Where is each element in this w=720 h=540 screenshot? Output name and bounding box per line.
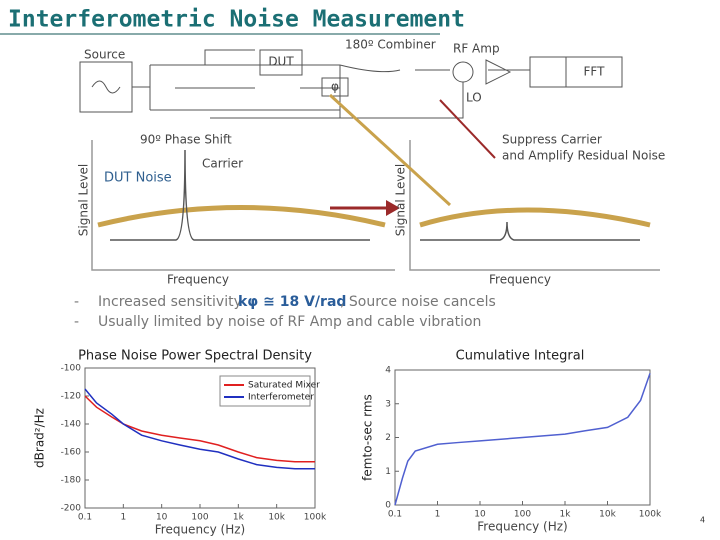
y-tick-label: 3 [385,399,391,409]
slide-title: Interferometric Noise Measurement [8,7,465,33]
x-axis-label: Frequency (Hz) [477,520,568,534]
series-line [84,395,315,463]
dut-label: DUT [268,55,294,69]
chart-title: Phase Noise Power Spectral Density [78,349,312,364]
note-line-2: and Amplify Residual Noise [502,149,665,163]
right-y-label: Signal Level [394,164,408,236]
legend-label: Interferometer [248,393,314,403]
x-tick-label: 100k [304,513,327,523]
red-pointer [439,99,496,159]
x-tick-label: 10 [156,513,168,523]
dut-noise-label: DUT Noise [104,171,172,186]
x-tick-label: 1 [120,513,126,523]
y-tick-label: -180 [61,476,82,486]
combiner-line [339,64,530,73]
series-line [394,373,651,506]
x-tick-label: 0.1 [388,510,402,520]
page-number: 4 [700,516,705,525]
y-tick-label: 0 [385,501,391,511]
chart-title: Cumulative Integral [456,349,585,364]
y-tick-label: -140 [61,420,82,430]
fft-label: FFT [584,65,606,79]
x-tick-label: 1k [233,513,245,523]
right-x-label: Frequency [489,273,551,287]
right-axes [409,140,660,271]
arrow-head [386,200,400,216]
x-tick-label: 10 [474,510,486,520]
x-tick-label: 1 [435,510,441,520]
left-noise-curve [97,205,386,228]
y-tick-label: -200 [61,504,82,514]
phase-shift-label: 90º Phase Shift [140,133,232,147]
x-tick-label: 100k [639,510,662,520]
suppressed-carrier [420,221,640,241]
y-tick-label: -120 [61,392,82,402]
lo-wiring [210,82,464,119]
left-axes [91,140,395,271]
dut-box [259,49,303,76]
x-tick-label: 1k [560,510,572,520]
spectra-sketch: Signal Level Frequency DUT Noise Carrier… [77,93,665,287]
series-line [84,388,315,470]
bullet-2: Usually limited by noise of RF Amp and c… [98,314,481,330]
legend-label: Saturated Mixer [248,381,320,391]
x-tick-label: 10k [268,513,285,523]
x-tick-label: 10k [599,510,616,520]
y-axis-label: femto-sec rms [361,394,375,481]
y-tick-label: 1 [385,467,391,477]
bullet-1: Increased sensitivity [98,294,242,310]
y-tick-label: -160 [61,448,82,458]
y-tick-label: 4 [385,366,391,376]
x-axis-label: Frequency (Hz) [155,523,246,537]
x-tick-label: 100 [191,513,208,523]
left-y-label: Signal Level [77,164,91,236]
y-tick-label: 2 [385,433,391,443]
filter-box [529,56,567,88]
carrier-label: Carrier [202,157,243,171]
phi-label: φ [331,80,339,94]
bullet-1-formula: kφ ≅ 18 V/rad [238,294,346,310]
legend-box [219,375,311,407]
phi-box [321,77,349,97]
lo-label: LO [466,91,482,105]
circuit-diagram: Source DUT φ 180º Combiner RF Amp FFT LO… [79,38,623,147]
rf-amp-label: RF Amp [453,42,500,56]
note-line-1: Suppress Carrier [502,133,602,147]
sine-icon [91,80,121,94]
left-x-label: Frequency [167,273,229,287]
bullet-dash: - [74,314,79,330]
fft-box [565,56,623,88]
gold-pointer [328,93,452,207]
carrier-peak [110,149,370,241]
right-noise-curve [419,207,651,228]
bullet-dash: - [74,294,79,310]
y-axis-label: dBrad²/Hz [33,408,47,468]
y-tick-label: -100 [61,364,82,374]
wiring [132,49,341,111]
x-tick-label: 100 [514,510,531,520]
amp-icon [485,59,512,85]
source-label: Source [84,48,125,62]
x-tick-label: 0.1 [78,513,92,523]
combiner-label: 180º Combiner [345,38,436,52]
bullets: - Increased sensitivity kφ ≅ 18 V/rad , … [74,294,496,330]
mixer [452,61,474,83]
bullet-1-rest: , Source noise cancels [340,294,496,310]
